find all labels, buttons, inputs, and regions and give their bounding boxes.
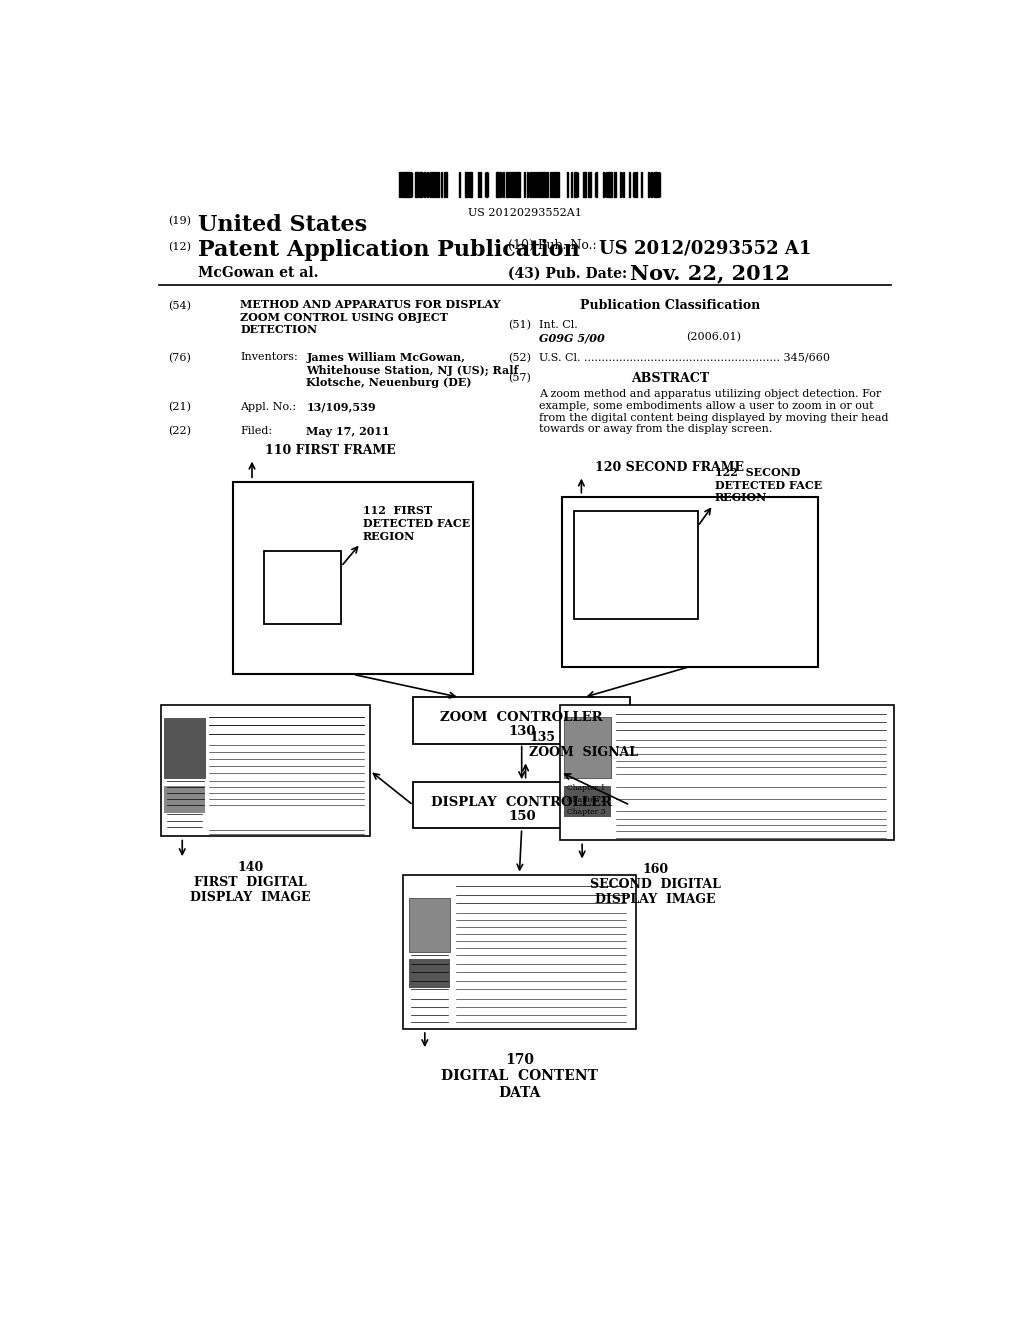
Text: ABSTRACT: ABSTRACT <box>632 372 710 385</box>
Text: Chapter 2: Chapter 2 <box>566 796 605 804</box>
Bar <box>165 718 205 779</box>
Bar <box>564 785 611 817</box>
Text: METHOD AND APPARATUS FOR DISPLAY: METHOD AND APPARATUS FOR DISPLAY <box>241 300 501 310</box>
Bar <box>410 172 411 197</box>
Text: 150: 150 <box>508 810 536 822</box>
Bar <box>417 172 418 197</box>
Text: Whitehouse Station, NJ (US); Ralf: Whitehouse Station, NJ (US); Ralf <box>306 364 518 376</box>
Text: Publication Classification: Publication Classification <box>581 300 761 313</box>
Bar <box>465 172 468 197</box>
Text: 112  FIRST
DETECTED FACE
REGION: 112 FIRST DETECTED FACE REGION <box>362 506 470 543</box>
Text: Patent Application Publication: Patent Application Publication <box>198 239 580 261</box>
Text: US 20120293552A1: US 20120293552A1 <box>468 207 582 218</box>
Text: 135
ZOOM  SIGNAL: 135 ZOOM SIGNAL <box>529 731 638 759</box>
Bar <box>654 172 657 197</box>
Bar <box>414 697 630 743</box>
Bar <box>414 781 630 829</box>
Bar <box>509 172 510 197</box>
Text: A zoom method and apparatus utilizing object detection. For
example, some embodi: A zoom method and apparatus utilizing ob… <box>539 389 888 434</box>
Text: United States: United States <box>198 214 367 236</box>
Bar <box>506 172 508 197</box>
Text: (2006.01): (2006.01) <box>686 333 741 343</box>
Text: 170
DIGITAL  CONTENT
DATA: 170 DIGITAL CONTENT DATA <box>441 1053 598 1100</box>
Bar <box>406 172 409 197</box>
Bar <box>469 172 472 197</box>
Text: 122  SECOND
DETECTED FACE
REGION: 122 SECOND DETECTED FACE REGION <box>715 467 822 503</box>
Text: James William McGowan,: James William McGowan, <box>306 352 465 363</box>
Text: (51): (51) <box>508 321 530 330</box>
Text: McGowan et al.: McGowan et al. <box>198 267 318 280</box>
Text: U.S. Cl. ........................................................ 345/660: U.S. Cl. ...............................… <box>539 352 829 363</box>
Text: 140
FIRST  DIGITAL
DISPLAY  IMAGE: 140 FIRST DIGITAL DISPLAY IMAGE <box>190 861 310 904</box>
Text: Chapter 3: Chapter 3 <box>566 808 605 816</box>
Bar <box>562 498 818 667</box>
Bar <box>552 172 554 197</box>
Text: 160
SECOND  DIGITAL
DISPLAY  IMAGE: 160 SECOND DIGITAL DISPLAY IMAGE <box>590 863 721 906</box>
Text: ZOOM CONTROL USING OBJECT: ZOOM CONTROL USING OBJECT <box>241 312 449 322</box>
Text: DETECTION: DETECTION <box>241 323 317 335</box>
Bar <box>410 898 450 952</box>
Bar <box>511 172 512 197</box>
Bar <box>513 172 515 197</box>
Text: US 2012/0293552 A1: US 2012/0293552 A1 <box>599 239 812 257</box>
Bar <box>540 172 541 197</box>
Text: ZOOM  CONTROLLER: ZOOM CONTROLLER <box>440 711 603 725</box>
Bar <box>419 172 422 197</box>
Text: 130: 130 <box>508 725 536 738</box>
Bar <box>554 172 557 197</box>
Text: (57): (57) <box>508 372 530 383</box>
Text: 13/109,539: 13/109,539 <box>306 401 376 413</box>
Text: Nov. 22, 2012: Nov. 22, 2012 <box>630 263 791 282</box>
Text: 110 FIRST FRAME: 110 FIRST FRAME <box>265 444 396 457</box>
Bar <box>263 552 341 624</box>
Text: (22): (22) <box>168 426 191 437</box>
Text: DISPLAY  CONTROLLER: DISPLAY CONTROLLER <box>431 796 612 809</box>
Text: (21): (21) <box>168 401 191 412</box>
Text: Inventors:: Inventors: <box>241 352 298 363</box>
Bar <box>496 172 498 197</box>
Bar <box>574 172 577 197</box>
Bar <box>515 172 518 197</box>
Bar <box>560 705 894 840</box>
Bar <box>403 874 636 1028</box>
Bar <box>161 705 370 836</box>
Text: (76): (76) <box>168 352 191 363</box>
Bar <box>536 172 538 197</box>
Text: (19): (19) <box>168 216 191 227</box>
Text: Filed:: Filed: <box>241 426 272 437</box>
Text: G09G 5/00: G09G 5/00 <box>539 333 604 343</box>
Text: Int. Cl.: Int. Cl. <box>539 321 578 330</box>
Text: Chapter 1: Chapter 1 <box>566 784 605 792</box>
Bar <box>547 172 548 197</box>
Bar <box>585 172 586 197</box>
Text: Klotsche, Neuenburg (DE): Klotsche, Neuenburg (DE) <box>306 378 472 388</box>
Bar <box>165 785 205 813</box>
Text: May 17, 2011: May 17, 2011 <box>306 426 390 437</box>
Text: (43) Pub. Date:: (43) Pub. Date: <box>508 267 627 280</box>
Bar <box>614 172 616 197</box>
Bar <box>435 172 437 197</box>
Bar <box>636 172 637 197</box>
Text: (12): (12) <box>168 242 191 252</box>
Text: (10) Pub. No.:: (10) Pub. No.: <box>508 239 596 252</box>
Bar <box>564 717 611 779</box>
Text: 120 SECOND FRAME: 120 SECOND FRAME <box>595 461 743 474</box>
Bar <box>232 482 473 675</box>
Text: Appl. No.:: Appl. No.: <box>241 401 297 412</box>
Bar <box>531 172 534 197</box>
Bar <box>410 960 450 989</box>
Text: (54): (54) <box>168 301 191 312</box>
Bar <box>629 172 630 197</box>
Bar <box>573 511 697 619</box>
Text: (52): (52) <box>508 352 530 363</box>
